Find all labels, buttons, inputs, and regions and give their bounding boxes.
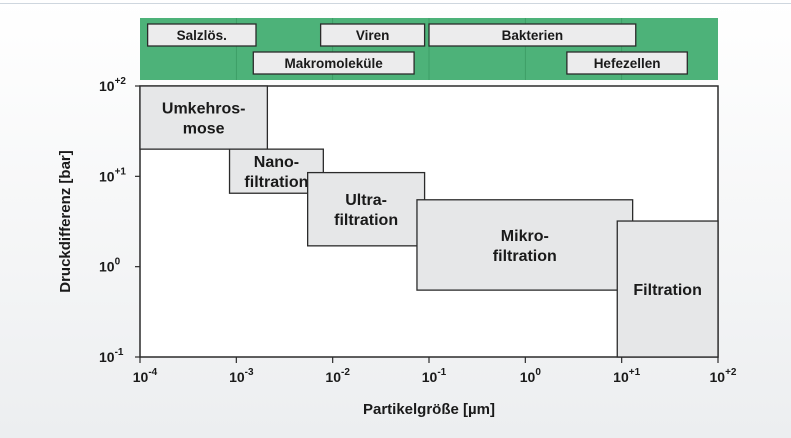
x-tick-label: 100 <box>520 367 542 385</box>
x-tick-label: 10-4 <box>133 367 158 385</box>
particle-box <box>146 23 257 47</box>
particle-label: Bakterien <box>502 28 564 43</box>
particle-range-0: Salzlös. <box>146 23 257 47</box>
particle-box <box>252 51 415 75</box>
process-label: Umkehros- <box>162 101 246 118</box>
y-tick-label: 10+1 <box>99 166 126 184</box>
process-label: Mikro- <box>501 228 549 245</box>
process-label: filtration <box>244 174 308 191</box>
particle-range-boxes: Salzlös. Viren Bakterien Makromoleküle Hefez… <box>146 23 688 75</box>
y-tick-label: 10+2 <box>99 76 126 94</box>
process-label: filtration <box>334 212 398 229</box>
particle-label: Hefezellen <box>594 56 661 71</box>
process-box <box>139 85 269 150</box>
process-boxes: Umkehros-moseNano-filtrationUltra-filtra… <box>139 85 719 358</box>
process-label: Filtration <box>633 282 701 299</box>
process-box <box>416 199 634 291</box>
y-axis-ticks: 10-1 100 10+1 10+2 <box>99 76 140 365</box>
process-label: filtration <box>493 248 557 265</box>
process-3: Mikro-filtration <box>416 199 634 291</box>
y-tick-label: 10-1 <box>99 347 124 365</box>
top-divider-line <box>0 3 791 4</box>
particle-label: Makromoleküle <box>285 56 384 71</box>
process-4: Filtration <box>616 220 719 358</box>
particle-range-2: Bakterien <box>428 23 637 47</box>
process-box <box>616 220 719 358</box>
particle-range-1: Viren <box>319 23 426 47</box>
x-axis-label: Partikelgröße [µm] <box>363 401 495 418</box>
particle-label: Viren <box>356 28 390 43</box>
process-label: mose <box>183 121 225 138</box>
x-tick-label: 10-2 <box>325 367 350 385</box>
y-tick-label: 100 <box>99 257 121 275</box>
process-label: Nano- <box>254 154 299 171</box>
particle-box <box>428 23 637 47</box>
x-tick-label: 10+2 <box>710 367 737 385</box>
x-tick-label: 10-1 <box>422 367 447 385</box>
process-2: Ultra-filtration <box>307 171 426 247</box>
x-tick-label: 10+1 <box>613 367 640 385</box>
particle-range-3: Makromoleküle <box>252 51 415 75</box>
particle-box <box>319 23 426 47</box>
x-tick-label: 10-3 <box>229 367 254 385</box>
y-axis-label: Druckdifferenz [bar] <box>57 150 74 293</box>
process-0: Umkehros-mose <box>139 85 269 150</box>
particle-range-4: Hefezellen <box>566 51 688 75</box>
particle-box <box>566 51 688 75</box>
process-label: Ultra- <box>345 192 387 209</box>
x-axis-ticks: 10-4 10-3 10-2 10-1 100 10+1 10+2 <box>133 357 737 385</box>
particle-label: Salzlös. <box>177 28 227 43</box>
process-box <box>307 171 426 247</box>
